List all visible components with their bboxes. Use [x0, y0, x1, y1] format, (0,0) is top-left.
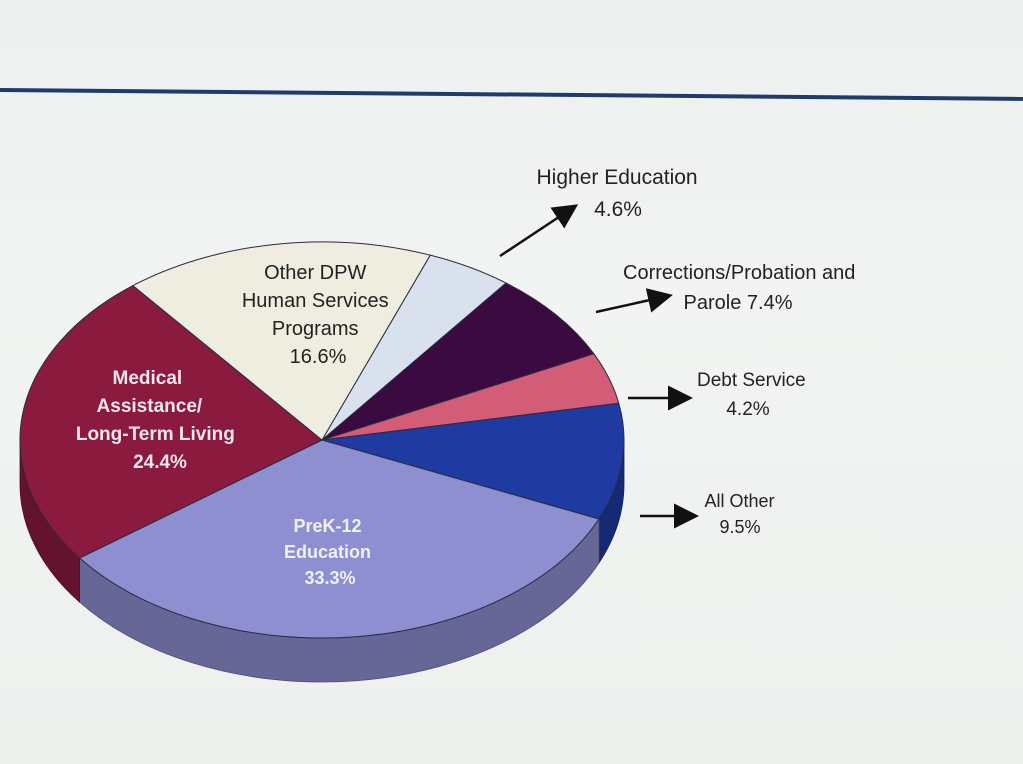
pie-slice-corrections-probation-and-parole [321, 282, 595, 441]
label-corrections: Corrections/Probation and Parole 7.4% [623, 262, 861, 314]
label-medical-assistance: Medical Assistance/ Long-Term Living 24.… [76, 368, 240, 473]
pie-slice-prek-12-education [79, 439, 600, 639]
arrow-higher-education [499, 204, 579, 258]
pie-slice-other-dpw-human-services-programs [132, 241, 431, 441]
pie-top-slices [19, 241, 625, 639]
label-debt-service: Debt Service 4.2% [697, 370, 811, 420]
pie-slice-all-other [321, 402, 625, 520]
label-other-dpw: Other DPW Human Services Programs 16.6% [242, 262, 394, 368]
label-all-other: All Other 9.5% [704, 491, 779, 537]
pie-slice-medical-assistance-long-term-living [19, 285, 323, 559]
label-prek12: PreK-12 Education 33.3% [284, 516, 376, 588]
label-higher-education: Higher Education 4.6% [537, 166, 704, 221]
arrow-corrections [595, 288, 673, 314]
